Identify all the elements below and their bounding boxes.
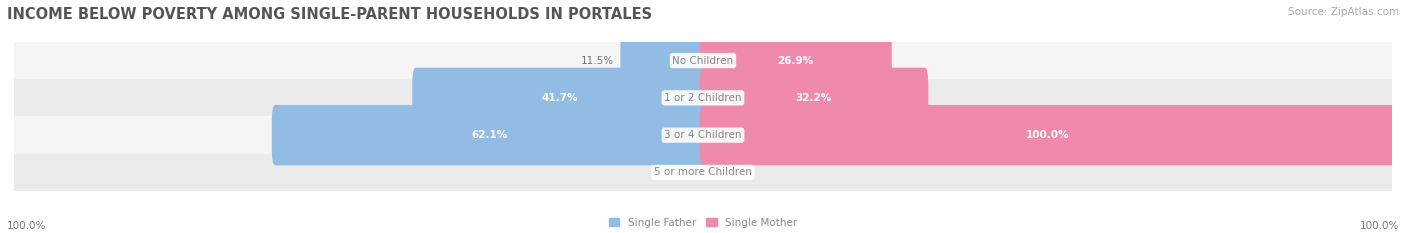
Bar <box>14 154 1392 191</box>
FancyBboxPatch shape <box>700 68 928 128</box>
Bar <box>14 79 1392 116</box>
Text: 100.0%: 100.0% <box>7 221 46 231</box>
Text: 3 or 4 Children: 3 or 4 Children <box>664 130 742 140</box>
Legend: Single Father, Single Mother: Single Father, Single Mother <box>609 218 797 228</box>
Text: 5 or more Children: 5 or more Children <box>654 168 752 177</box>
Text: 26.9%: 26.9% <box>778 56 814 65</box>
Text: 11.5%: 11.5% <box>581 56 613 65</box>
Text: No Children: No Children <box>672 56 734 65</box>
Text: 100.0%: 100.0% <box>1360 221 1399 231</box>
Text: INCOME BELOW POVERTY AMONG SINGLE-PARENT HOUSEHOLDS IN PORTALES: INCOME BELOW POVERTY AMONG SINGLE-PARENT… <box>7 7 652 22</box>
Text: 100.0%: 100.0% <box>1026 130 1069 140</box>
Text: 0.0%: 0.0% <box>666 168 693 177</box>
Text: 41.7%: 41.7% <box>541 93 578 103</box>
Text: 32.2%: 32.2% <box>796 93 832 103</box>
FancyBboxPatch shape <box>412 68 706 128</box>
FancyBboxPatch shape <box>620 30 706 91</box>
FancyBboxPatch shape <box>271 105 706 165</box>
Text: 0.0%: 0.0% <box>713 168 740 177</box>
Text: 1 or 2 Children: 1 or 2 Children <box>664 93 742 103</box>
Text: Source: ZipAtlas.com: Source: ZipAtlas.com <box>1288 7 1399 17</box>
Text: 62.1%: 62.1% <box>471 130 508 140</box>
Bar <box>14 42 1392 79</box>
FancyBboxPatch shape <box>700 105 1395 165</box>
FancyBboxPatch shape <box>700 30 891 91</box>
Bar <box>14 116 1392 154</box>
